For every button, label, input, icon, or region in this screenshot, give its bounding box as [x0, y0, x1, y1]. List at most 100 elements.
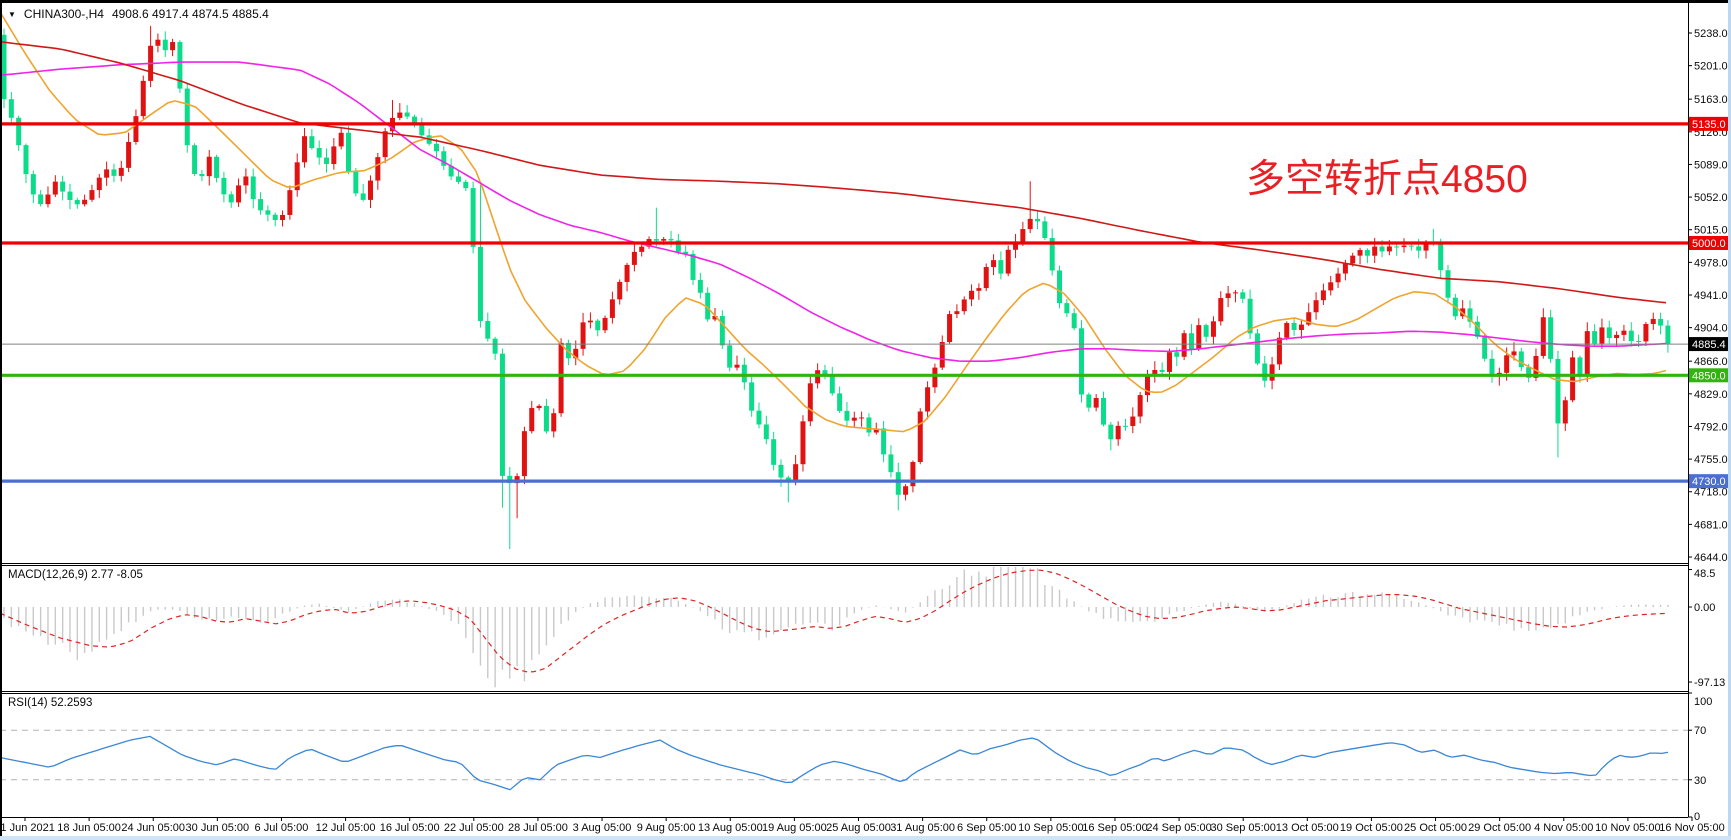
candle-body: [60, 181, 66, 192]
candle-body: [529, 408, 535, 432]
candle-body: [1247, 298, 1253, 334]
candle-body: [411, 116, 417, 124]
price-tick-label: 4829.0: [1694, 389, 1728, 401]
candle-body: [668, 239, 674, 241]
candle-body: [859, 417, 865, 419]
ma-fast-orange-line: [0, 11, 1667, 433]
chart-header: ▼ CHINA300-,H4 4908.6 4917.4 4874.5 4885…: [8, 7, 269, 21]
candle-body: [23, 145, 29, 175]
candle-body: [1445, 270, 1451, 298]
symbol-dropdown-icon[interactable]: ▼: [8, 9, 16, 19]
candle-body: [939, 341, 945, 368]
candle-body: [272, 214, 278, 221]
symbol-title: CHINA300-,H4: [23, 7, 104, 21]
candle-body: [573, 348, 579, 359]
rsi-indicator-label: RSI(14) 52.2593: [8, 697, 92, 709]
candle-body: [302, 136, 308, 163]
date-label: 10 Nov 05:00: [1595, 822, 1660, 834]
candle-body: [1254, 333, 1260, 364]
candle-body: [793, 464, 799, 483]
price-tick-label: 4941.0: [1694, 290, 1728, 302]
candle-body: [360, 193, 366, 200]
candle-body: [1562, 400, 1568, 424]
window-frame-right[interactable]: [1728, 0, 1731, 840]
price-tick-label: 5052.0: [1694, 192, 1728, 204]
candle-body: [96, 177, 102, 191]
candle-body: [140, 80, 146, 117]
candle-body: [881, 428, 887, 455]
candle-body: [1665, 325, 1671, 344]
candle-body: [1108, 424, 1114, 440]
candle-body: [1071, 313, 1077, 329]
price-tick-label: 4755.0: [1694, 454, 1728, 466]
rsi-tick-label: 70: [1694, 725, 1706, 737]
candle-body: [162, 39, 168, 51]
rsi-value: 52.2593: [50, 697, 93, 709]
candle-body: [1372, 246, 1378, 256]
candle-body: [1606, 327, 1612, 339]
candle-body: [492, 338, 498, 354]
ohlc-quote: 4908.6 4917.4 4874.5 4885.4: [111, 7, 269, 21]
candle-body: [543, 405, 549, 432]
candle-body: [536, 405, 542, 409]
candle-body: [433, 143, 439, 152]
candle-body: [1313, 300, 1319, 313]
candle-body: [1035, 218, 1041, 222]
candle-body: [236, 185, 242, 203]
candle-body: [1115, 425, 1121, 440]
candle-body: [639, 246, 645, 252]
candle-body: [749, 382, 755, 411]
date-label: 22 Jul 05:00: [444, 822, 504, 834]
candle-body: [316, 148, 322, 158]
date-label: 25 Oct 05:00: [1404, 822, 1467, 834]
candle-body: [221, 177, 227, 195]
annotation-text: 多空转折点4850: [1246, 158, 1528, 201]
candle-body: [661, 239, 667, 241]
price-tick-label: 4681.0: [1694, 519, 1728, 531]
candle-body: [1416, 246, 1422, 251]
candle-body: [771, 439, 777, 465]
candle-body: [712, 315, 718, 320]
candle-body: [1489, 358, 1495, 377]
date-label: 25 Aug 05:00: [826, 822, 891, 834]
candle-body: [910, 462, 916, 487]
candle-body: [1130, 416, 1136, 427]
candle-body: [499, 353, 505, 476]
candle-body: [74, 200, 80, 205]
current-price-box: [1689, 337, 1731, 352]
current-price-label: 4885.4: [1692, 339, 1726, 351]
candle-body: [631, 251, 637, 265]
candle-body: [1438, 243, 1444, 271]
candle-body: [463, 181, 469, 189]
candle-body: [800, 421, 806, 465]
candle-body: [1203, 325, 1209, 337]
candle-body: [382, 131, 388, 158]
candle-body: [38, 194, 44, 205]
candle-body: [961, 299, 967, 312]
date-label: 30 Jun 05:00: [186, 822, 250, 834]
candle-body: [734, 364, 740, 368]
candle-body: [1005, 249, 1011, 274]
candle-body: [1570, 357, 1576, 401]
candle-body: [199, 174, 205, 177]
candle-body: [441, 151, 447, 166]
candle-body: [1086, 394, 1092, 408]
candle-body: [155, 39, 161, 46]
candle-body: [763, 424, 769, 440]
candle-body: [991, 260, 997, 268]
candle-body: [8, 99, 14, 118]
candle-body: [1643, 323, 1649, 342]
candle-body: [375, 157, 381, 181]
rsi-line: [0, 735, 1669, 791]
candle-body: [89, 190, 95, 200]
window-frame-bottom[interactable]: [0, 836, 1731, 840]
candle-body: [1166, 352, 1172, 372]
date-label: 24 Sep 05:00: [1146, 822, 1211, 834]
ma-mid-magenta-line: [0, 61, 1667, 362]
price-tick-label: 5089.0: [1694, 159, 1728, 171]
candle-body: [485, 320, 491, 339]
candle-body: [1284, 322, 1290, 338]
candle-body: [551, 413, 557, 432]
macd-tick-label: 48.5: [1694, 568, 1715, 580]
